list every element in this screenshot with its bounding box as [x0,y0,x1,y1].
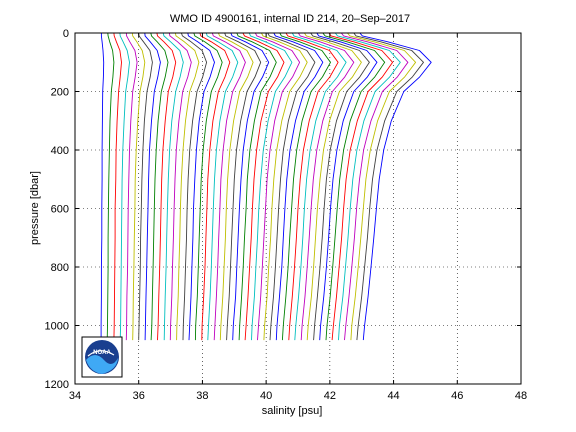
profile-line-15 [187,32,215,341]
profile-line-10 [156,32,177,341]
y-tick-label: 0 [63,28,69,40]
profile-line-16 [193,32,223,341]
x-tick-label: 34 [69,390,81,402]
y-tick-label: 1200 [45,379,69,391]
profile-line-19 [211,32,246,341]
profile-line-31 [285,32,339,341]
x-tick-label: 36 [133,390,145,402]
profile-line-8 [144,32,161,341]
axes: 34 36 38 40 42 44 46 48 0 200 400 600 800 1000 1200 [45,28,528,402]
profile-series [100,32,432,341]
profile-line-4 [119,32,130,341]
profile-line-17 [199,32,231,341]
profile-line-9 [150,32,169,341]
profile-line-36 [316,32,378,341]
profile-line-30 [279,32,331,341]
profile-line-29 [273,32,324,341]
profile-line-23 [236,32,277,341]
profile-line-21 [224,32,262,341]
y-tick-label: 200 [51,87,69,99]
profile-line-13 [174,32,200,341]
profile-line-35 [310,32,370,341]
profile-line-1 [100,33,105,341]
profile-line-38 [328,32,394,341]
profile-line-11 [162,32,184,341]
svg-text:NOAA: NOAA [93,350,111,356]
y-tick-label: 600 [51,204,69,216]
profile-line-25 [248,32,293,341]
profile-line-18 [205,32,239,341]
profile-line-26 [254,32,301,341]
x-tick-label: 42 [324,390,336,402]
profile-line-22 [230,32,270,341]
profile-line-2 [106,32,115,341]
profile-line-41 [347,32,417,341]
profile-line-42 [353,32,424,341]
profile-line-34 [304,32,362,341]
profile-line-43 [359,32,432,341]
y-tick-label: 1000 [45,321,69,333]
x-tick-label: 38 [196,390,208,402]
profile-line-39 [334,32,401,341]
x-tick-label: 46 [451,390,463,402]
y-tick-label: 800 [51,262,69,274]
profile-line-28 [267,32,316,341]
profile-line-37 [322,32,386,341]
profile-line-40 [340,32,409,341]
x-tick-label: 40 [260,390,272,402]
x-axis-title: salinity [psu] [262,405,323,417]
profile-line-3 [113,32,122,341]
chart-title: WMO ID 4900161, internal ID 214, 20–Sep–… [170,13,410,25]
x-tick-label: 48 [515,390,527,402]
profile-line-12 [168,32,192,341]
profile-line-6 [131,32,146,341]
profile-line-7 [137,32,153,341]
profile-line-33 [297,32,355,341]
profile-line-5 [125,32,138,341]
profile-line-32 [291,32,347,341]
profile-line-14 [180,32,208,341]
x-tick-label: 44 [387,390,399,402]
profile-line-20 [217,32,254,341]
profile-line-27 [261,32,308,341]
y-tick-label: 400 [51,145,69,157]
y-axis-title: pressure [dbar] [29,171,41,245]
noaa-logo: NOAA [81,336,123,378]
profile-line-24 [242,32,285,341]
